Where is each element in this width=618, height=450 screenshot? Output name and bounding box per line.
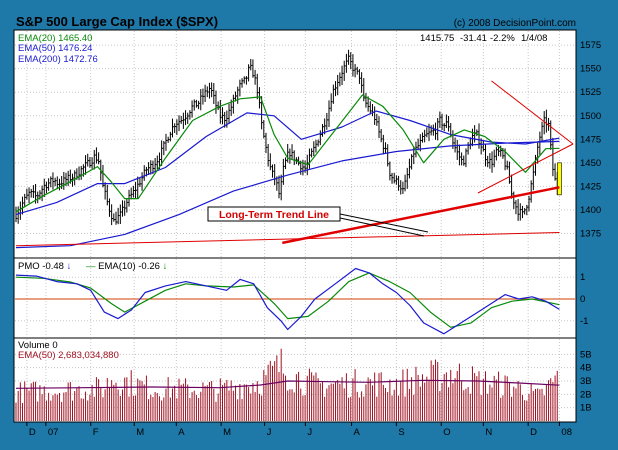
pmo-tick-label: 0 xyxy=(580,294,585,305)
quote-last: 1415.75 xyxy=(420,33,454,44)
legend-pmo-ema: — EMA(10) -0.26 ↓ xyxy=(86,261,167,272)
x-tick-label: 07 xyxy=(48,427,59,438)
trend-annotation-pointer xyxy=(339,213,429,233)
x-tick-label: J xyxy=(267,427,272,438)
pmo-tick-label: -1 xyxy=(580,316,588,327)
price-panel: 1575 1550 1525 1500 1475 1450 1425 1400 1375 EMA… xyxy=(13,29,601,259)
pmo-ema-down-arrow-icon: ↓ xyxy=(163,261,168,272)
quote-change: -31.41 xyxy=(460,33,487,44)
x-tick-label: J xyxy=(307,427,312,438)
x-tick-label: A xyxy=(354,427,361,438)
volume-y-axis: 5B 4B 3B 2B 1B xyxy=(580,349,592,413)
price-plot xyxy=(15,49,574,249)
long-term-trend-line xyxy=(282,186,560,245)
pmo-ema-line xyxy=(15,272,560,328)
quote-percent: -2.2% xyxy=(490,33,515,44)
price-tick-label: 1550 xyxy=(580,64,601,75)
legend-volume: Volume 0 xyxy=(18,340,58,351)
ema200-line xyxy=(15,140,560,249)
pmo-tick-label: 1 xyxy=(580,272,585,283)
x-tick-label: S xyxy=(398,427,404,438)
legend-volume-ema: EMA(50) 2,683,034,880 xyxy=(18,350,119,361)
x-tick-label: N xyxy=(485,427,492,438)
legend-ema20: EMA(20) 1465.40 xyxy=(18,33,92,44)
quote-date: 1/4/08 xyxy=(521,33,547,44)
pmo-panel-background xyxy=(13,257,577,339)
trend-annotation-label: Long-Term Trend Line xyxy=(219,209,329,221)
price-tick-label: 1575 xyxy=(580,40,601,51)
price-tick-label: 1500 xyxy=(580,111,601,122)
price-tick-label: 1375 xyxy=(580,228,601,239)
x-tick-label: O xyxy=(443,427,450,438)
price-tick-label: 1425 xyxy=(580,181,601,192)
support-trend-line xyxy=(15,232,560,247)
price-tick-label: 1450 xyxy=(580,158,601,169)
price-tick-label: 1525 xyxy=(580,87,601,98)
trend-annotation-pointer-shadow xyxy=(339,217,425,237)
volume-tick-label: 2B xyxy=(580,389,592,400)
wedge-lower-line xyxy=(477,143,574,194)
volume-plot xyxy=(15,348,560,421)
wedge-upper-line xyxy=(491,80,574,145)
x-tick-label: F xyxy=(93,427,99,438)
legend-pmo: PMO -0.48 ↓ xyxy=(18,261,71,272)
copyright-text: (c) 2008 DecisionPoint.com xyxy=(454,18,576,29)
x-tick-label: 08 xyxy=(561,427,572,438)
pmo-ema-swatch-icon: — xyxy=(86,261,96,272)
pmo-panel: 1 0 -1 PMO -0.48 ↓ — EMA(10) -0.26 ↓ xyxy=(13,257,588,339)
ema50-line xyxy=(15,110,560,216)
pmo-down-arrow-icon: ↓ xyxy=(67,261,72,272)
x-tick-label: M xyxy=(136,427,144,438)
legend-ema50: EMA(50) 1476.24 xyxy=(18,43,92,54)
price-y-axis: 1575 1550 1525 1500 1475 1450 1425 1400 1375 xyxy=(580,40,601,239)
x-tick-label: M xyxy=(223,427,231,438)
volume-tick-label: 4B xyxy=(580,363,592,374)
x-axis: D 07 F M A M J J A S O N D 08 xyxy=(26,422,572,438)
price-tick-label: 1475 xyxy=(580,134,601,145)
pmo-y-axis: 1 0 -1 xyxy=(580,272,588,327)
x-tick-label: D xyxy=(530,427,537,438)
ema20-line xyxy=(15,94,560,213)
pmo-plot xyxy=(15,267,560,335)
final-bar-highlight xyxy=(557,162,562,196)
pmo-line xyxy=(15,267,560,335)
price-tick-label: 1400 xyxy=(580,205,601,216)
x-tick-label: D xyxy=(29,427,36,438)
volume-tick-label: 5B xyxy=(580,349,592,360)
volume-panel: 5B 4B 3B 2B 1B Volume 0 EMA(50) 2,683,034,88… xyxy=(13,337,592,423)
x-tick-label: A xyxy=(178,427,185,438)
trend-line-annotation: Long-Term Trend Line xyxy=(207,206,429,237)
volume-ema-line xyxy=(15,379,560,389)
chart-title: S&P 500 Large Cap Index ($SPX) xyxy=(16,14,218,29)
legend-ema200: EMA(200) 1472.76 xyxy=(18,54,98,65)
volume-tick-label: 3B xyxy=(580,376,592,387)
volume-tick-label: 1B xyxy=(580,403,592,414)
